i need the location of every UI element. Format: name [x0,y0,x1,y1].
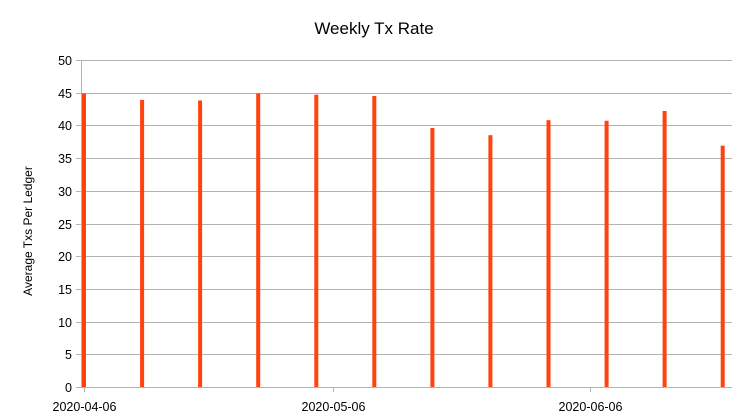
bar [488,135,493,387]
y-tick-label: 30 [58,185,72,199]
bar [140,99,145,388]
bar [604,120,609,388]
y-tick-label: 50 [58,54,72,68]
bar [82,93,86,388]
bar [314,94,319,387]
x-tick-label: 2020-04-06 [53,400,117,414]
bar [662,111,667,387]
bars [82,93,725,388]
y-tick-label: 20 [58,250,72,264]
bar [720,145,725,387]
gridlines [81,60,732,355]
y-tick-label: 35 [58,152,72,166]
y-tick-label: 25 [58,218,72,232]
x-tick-labels: 2020-04-06 2020-05-06 2020-06-06 [53,400,623,414]
bar [430,128,435,387]
chart-title: Weekly Tx Rate [314,19,433,38]
bar [256,93,261,388]
y-tick-labels: 0 5 10 15 20 25 30 35 40 45 50 [58,54,72,395]
x-tick-label: 2020-06-06 [559,400,623,414]
y-tick-label: 45 [58,87,72,101]
y-tick-label: 5 [65,348,72,362]
axes [76,60,732,392]
y-tick-label: 15 [58,283,72,297]
y-tick-label: 40 [58,119,72,133]
y-tick-label: 0 [65,381,72,395]
y-axis-title: Average Txs Per Ledger [21,166,35,296]
x-tick-label: 2020-05-06 [302,400,366,414]
bar [546,120,551,387]
bar [372,96,377,387]
bar [198,100,203,387]
y-tick-label: 10 [58,316,72,330]
